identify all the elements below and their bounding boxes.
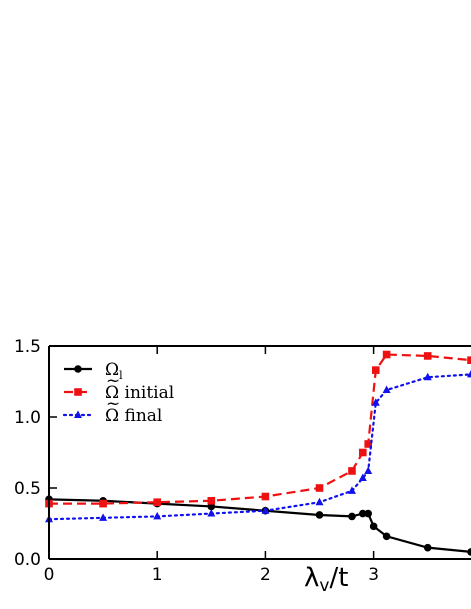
data-point-2-4: [261, 506, 270, 514]
legend-tilde-2: ~: [106, 394, 120, 414]
data-point-1-12: [467, 356, 471, 364]
axes-layer: 0 1 2 3 0.0 0.5 1.0 1.5 λv/t: [14, 337, 471, 596]
legend-marker-2: [74, 410, 82, 418]
series-2: [45, 369, 471, 523]
data-point-1-4: [261, 492, 270, 501]
data-point-2-5: [315, 497, 324, 506]
data-point-0-5: [315, 511, 324, 519]
y-tick-label-3: 1.5: [14, 337, 41, 357]
y-tick-label-2: 1.0: [14, 408, 41, 428]
x-tick-label-1: 1: [152, 565, 163, 585]
data-point-1-6: [348, 467, 356, 475]
data-point-0-8: [364, 509, 373, 518]
legend-entry-0: Ωl: [64, 360, 123, 382]
series-line-0: [48, 498, 471, 553]
data-point-1-1: [99, 499, 107, 508]
data-point-0-10: [382, 532, 391, 541]
data-point-1-5: [315, 484, 324, 492]
data-point-2-10: [382, 385, 391, 394]
legend-label-0: Ωl: [105, 360, 123, 382]
data-point-1-2: [153, 498, 162, 506]
y-tick-label-1: 0.5: [14, 479, 41, 499]
data-point-0-7: [358, 509, 367, 518]
x-tick-label-3: 3: [368, 565, 379, 585]
data-point-2-8: [364, 466, 373, 474]
data-point-2-9: [371, 398, 380, 406]
legend-marker-1: [74, 388, 82, 396]
legend-entry-1: Ω initial~: [64, 371, 174, 403]
x-tick-label-2: 2: [260, 565, 271, 585]
legend-entry-2: Ω final~: [62, 394, 162, 426]
legend-marker-0: [74, 365, 82, 373]
data-point-1-11: [423, 352, 432, 360]
x-tick-label-0: 0: [44, 565, 55, 585]
legend-tilde-1: ~: [106, 371, 120, 391]
data-point-1-9: [371, 366, 380, 374]
data-point-2-12: [467, 369, 471, 378]
data-point-2-11: [423, 372, 432, 381]
data-point-0-6: [348, 512, 356, 521]
data-point-2-1: [99, 513, 108, 521]
series-layer: [45, 350, 471, 556]
y-tick-label-0: 0.0: [14, 550, 41, 570]
data-point-2-6: [347, 486, 356, 494]
x-axis-title: λv/t: [304, 563, 348, 596]
legend-label-1: Ω initial: [105, 383, 174, 403]
data-point-1-3: [207, 496, 216, 505]
legend: ΩlΩ initial~Ω final~: [62, 360, 174, 426]
data-point-2-2: [153, 511, 162, 520]
data-point-2-7: [358, 473, 367, 482]
data-point-1-8: [364, 440, 373, 448]
data-point-0-9: [369, 522, 378, 531]
data-point-0-11: [423, 543, 432, 552]
series-0: [45, 495, 471, 556]
data-point-1-10: [382, 350, 391, 359]
data-point-1-7: [358, 448, 367, 457]
data-point-0-12: [467, 548, 471, 556]
legend-label-2: Ω final: [105, 406, 162, 426]
data-point-2-3: [207, 509, 216, 517]
